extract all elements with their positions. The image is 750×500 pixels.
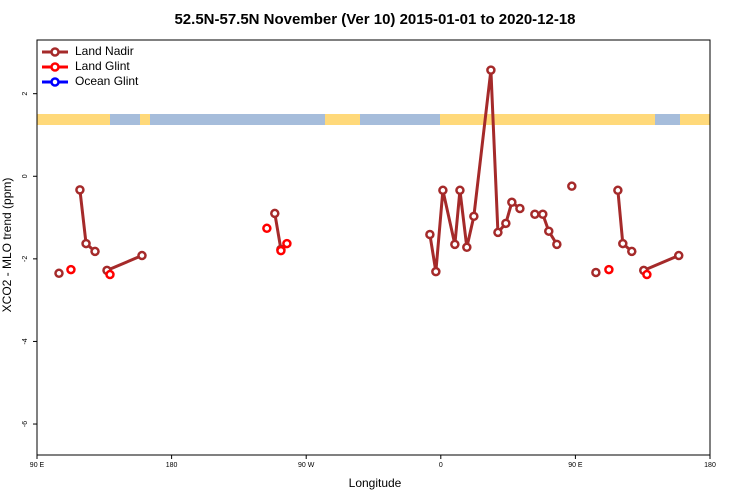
- data-point: [425, 229, 435, 240]
- data-point: [567, 181, 577, 191]
- data-point: [544, 226, 554, 236]
- legend-label: Ocean Glint: [75, 74, 139, 88]
- data-point: [90, 246, 100, 257]
- data-point: [486, 65, 496, 75]
- data-point: [105, 269, 115, 280]
- data-point: [438, 185, 448, 196]
- series-line: [78, 69, 680, 272]
- data-point: [493, 227, 503, 238]
- data-point: [501, 218, 511, 229]
- x-tick-label: 180: [166, 462, 178, 469]
- data-point: [673, 250, 684, 261]
- data-point: [530, 209, 540, 220]
- data-point: [515, 203, 525, 214]
- legend-marker: [50, 62, 60, 72]
- data-point: [270, 208, 280, 219]
- data-point: [450, 239, 460, 250]
- data-point: [552, 239, 562, 250]
- x-tick-label: 90 W: [298, 462, 315, 469]
- data-point: [627, 246, 637, 257]
- legend-marker: [50, 47, 60, 57]
- data-point: [469, 211, 479, 222]
- x-axis-label: Longitude: [349, 476, 402, 490]
- x-tick-label: 0: [439, 462, 443, 469]
- data-point: [455, 185, 465, 196]
- legend-label: Land Nadir: [75, 44, 134, 58]
- data-point: [642, 269, 652, 280]
- data-point: [66, 264, 76, 275]
- x-tick-label: 90 E: [568, 462, 583, 469]
- land-mask-strip: [37, 114, 710, 125]
- y-tick-label: -6: [22, 421, 29, 427]
- data-point: [613, 185, 623, 196]
- data-point: [538, 209, 548, 220]
- x-tick-label: 90 E: [30, 462, 45, 469]
- y-tick-label: -4: [22, 338, 29, 344]
- data-point: [81, 238, 91, 249]
- data-point: [75, 185, 85, 195]
- legend-label: Land Glint: [75, 59, 130, 73]
- data-point: [618, 238, 628, 249]
- data-point: [262, 223, 272, 234]
- y-tick-label: 2: [22, 92, 29, 96]
- data-point: [604, 264, 614, 275]
- x-tick-label: 180: [704, 462, 716, 469]
- y-tick-label: 0: [22, 174, 29, 178]
- data-point: [276, 245, 286, 256]
- y-axis-label: XCO2 - MLO trend (ppm): [0, 178, 14, 313]
- plot-frame: [36, 39, 711, 456]
- data-point: [54, 268, 64, 279]
- data-point: [507, 197, 517, 208]
- chart-title: 52.5N-57.5N November (Ver 10) 2015-01-01…: [174, 11, 575, 28]
- legend-marker: [50, 77, 60, 87]
- data-point: [591, 267, 601, 278]
- data-point: [137, 250, 147, 261]
- data-point: [282, 238, 292, 249]
- data-point: [462, 242, 472, 253]
- y-tick-label: -2: [22, 256, 29, 262]
- data-point: [431, 266, 441, 277]
